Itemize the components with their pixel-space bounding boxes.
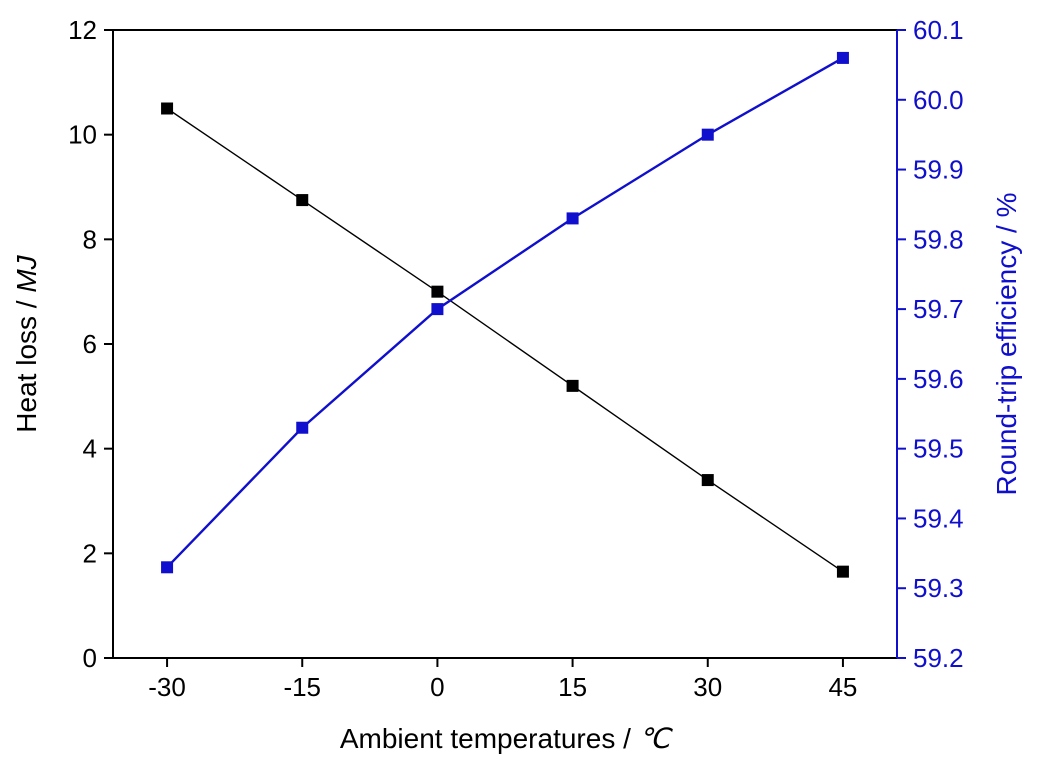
right-tick-label: 59.9 (913, 155, 964, 185)
right-tick-label: 59.8 (913, 224, 964, 254)
x-tick-label: 45 (828, 672, 857, 702)
right-tick-label: 59.3 (913, 573, 964, 603)
right-tick-label: 60.0 (913, 85, 964, 115)
x-tick-label: 15 (558, 672, 587, 702)
data-point-marker (701, 474, 714, 487)
data-point-marker (836, 565, 849, 578)
data-point-marker (161, 561, 174, 574)
x-tick-label: -15 (283, 672, 321, 702)
left-tick-label: 6 (83, 329, 97, 359)
plot-area (113, 30, 897, 658)
left-tick-label: 2 (83, 538, 97, 568)
data-point-marker (566, 379, 579, 392)
data-point-marker (296, 421, 309, 434)
left-tick-label: 4 (83, 434, 97, 464)
series-line-0 (166, 107, 844, 573)
data-point-marker (701, 128, 714, 141)
right-tick-label: 59.6 (913, 364, 964, 394)
data-point-marker (431, 285, 444, 298)
left-tick-label: 0 (83, 643, 97, 673)
x-tick-label: 0 (430, 672, 444, 702)
data-point-marker (566, 212, 579, 225)
data-point-marker (161, 102, 174, 115)
right-tick-label: 59.4 (913, 503, 964, 533)
right-tick-label: 59.7 (913, 294, 964, 324)
left-tick-label: 12 (68, 15, 97, 45)
left-tick-label: 10 (68, 120, 97, 150)
right-axis-label: Round-trip efficiency / % (991, 193, 1022, 496)
right-tick-label: 59.5 (913, 434, 964, 464)
right-tick-label: 60.1 (913, 15, 964, 45)
x-axis-label: Ambient temperatures / ℃ (340, 723, 674, 754)
series-line-1 (166, 56, 844, 569)
right-tick-label: 59.2 (913, 643, 964, 673)
x-tick-label: -30 (148, 672, 186, 702)
left-axis-label: Heat loss / MJ (11, 254, 42, 432)
x-tick-label: 30 (693, 672, 722, 702)
data-point-marker (431, 303, 444, 316)
data-point-marker (836, 51, 849, 64)
left-tick-label: 8 (83, 224, 97, 254)
data-point-marker (296, 194, 309, 207)
